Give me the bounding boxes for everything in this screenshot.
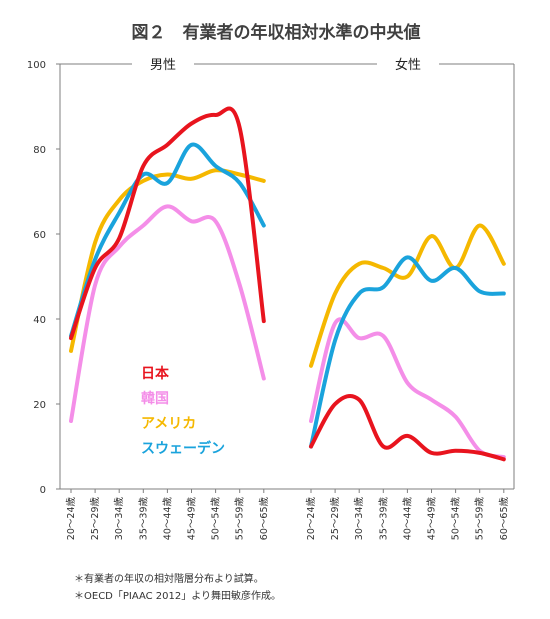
x-tick-label: 60～65歳 xyxy=(258,497,270,541)
legend-entry-america: アメリカ xyxy=(141,416,196,432)
x-tick-label: 55～59歳 xyxy=(474,497,486,541)
series-line-america-female xyxy=(309,223,506,368)
x-axis: 20～24歳 25～29歳 30～34歳 35～39歳 40～44歳 45～49歳 50～5… xyxy=(65,489,510,540)
series-line-korea-female xyxy=(309,317,506,460)
note-line: ＊OECD「PIAAC 2012」より舞田敏彦作成。 xyxy=(74,589,281,602)
series-line-sweden-female xyxy=(309,255,506,449)
x-tick-label: 25～29歳 xyxy=(329,497,341,541)
series-line-sweden-male xyxy=(69,142,266,338)
x-tick-label: 35～39歳 xyxy=(137,497,149,541)
x-tick-label: 60～65歳 xyxy=(498,497,510,541)
chart-title: 図２ 有業者の年収相対水準の中央値 xyxy=(132,22,421,43)
x-tick-label: 50～54歳 xyxy=(450,497,462,541)
x-tick-label: 30～34歳 xyxy=(113,497,125,541)
y-tick-label: 100 xyxy=(27,60,46,71)
y-tick-label: 0 xyxy=(40,485,46,496)
legend-entry-korea: 韓国 xyxy=(141,390,169,407)
series-line-japan-female xyxy=(309,393,506,462)
x-tick-label: 40～44歳 xyxy=(161,497,173,541)
x-tick-label: 45～49歳 xyxy=(186,497,198,541)
x-tick-label: 50～54歳 xyxy=(210,497,222,541)
y-tick-label: 40 xyxy=(33,315,46,326)
legend-entry-sweden: スウェーデン xyxy=(141,440,225,457)
y-tick-label: 60 xyxy=(33,230,46,241)
y-tick-label: 20 xyxy=(33,400,46,411)
series-line-korea-male xyxy=(69,204,266,423)
note-line: ＊有業者の年収の相対階層分布より試算。 xyxy=(74,572,264,585)
x-tick-label: 45～49歳 xyxy=(426,497,438,541)
series-line-japan-male xyxy=(69,106,266,341)
x-tick-label: 20～24歳 xyxy=(65,497,77,541)
plot-frame: 男性 女性 xyxy=(59,57,515,490)
x-tick-label: 30～34歳 xyxy=(353,497,365,541)
series-layer xyxy=(69,106,506,462)
notes: ＊有業者の年収の相対階層分布より試算。 ＊OECD「PIAAC 2012」より舞田… xyxy=(74,572,281,602)
y-tick-label: 80 xyxy=(33,145,46,156)
y-axis: 0 20 40 60 80 100 xyxy=(27,60,60,496)
x-tick-label: 40～44歳 xyxy=(401,497,413,541)
series-line-america-male xyxy=(69,168,266,353)
x-tick-label: 55～59歳 xyxy=(234,497,246,541)
x-tick-label: 35～39歳 xyxy=(377,497,389,541)
panel-title: 男性 xyxy=(150,58,176,73)
x-tick-label: 25～29歳 xyxy=(89,497,101,541)
panel-title: 女性 xyxy=(395,57,421,73)
x-tick-label: 20～24歳 xyxy=(305,497,317,541)
legend-entry-japan: 日本 xyxy=(141,365,170,382)
